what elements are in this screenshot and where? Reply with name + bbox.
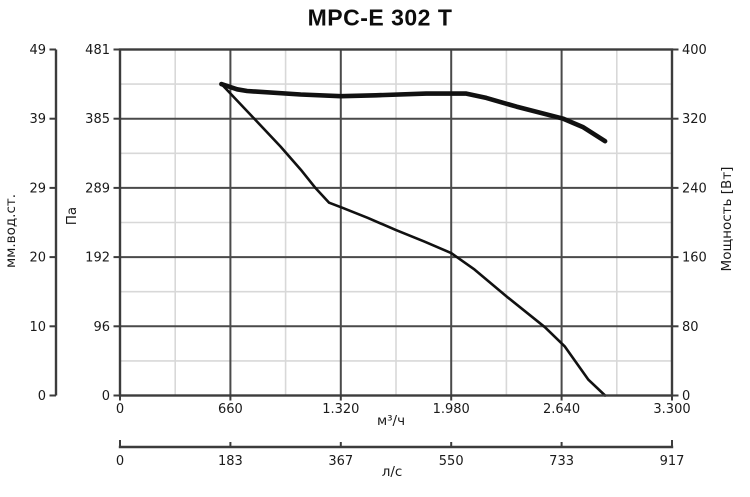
x-tick-labels: 0 660 1.320 1.980 2.640 3.300	[116, 402, 691, 417]
mm-tick-label: 39	[29, 112, 46, 127]
secondary-axis	[118, 440, 674, 449]
x-axis-label-m3h: м³/ч	[376, 413, 406, 429]
power-curve	[219, 81, 608, 144]
mm-tick-label: 49	[29, 43, 46, 58]
x-axis-label-ls: л/с	[381, 464, 403, 480]
x-tick-label: 660	[218, 402, 243, 417]
power-tick-label: 240	[682, 181, 707, 196]
secondary-x-tick-labels: 0 183 367 550 733 917	[116, 454, 685, 469]
x-tick-label: 2.640	[543, 402, 580, 417]
y-axis-label-power: Мощность [Вт]	[719, 166, 735, 272]
power-tick-label: 320	[682, 112, 707, 127]
power-tick-label: 400	[682, 43, 707, 58]
axis-ticks	[49, 48, 679, 401]
x-tick-label: 1.980	[433, 402, 470, 417]
mm-tick-label: 10	[29, 320, 46, 335]
pa-tick-label: 289	[85, 181, 110, 196]
pa-tick-label: 481	[85, 43, 110, 58]
pa-tick-labels: 0 96 192 289 385 481	[85, 43, 110, 404]
pressure-curve	[220, 82, 607, 397]
pa-tick-label: 96	[93, 320, 110, 335]
x-tick-label: 0	[116, 402, 124, 417]
ls-tick-label: 367	[328, 454, 353, 469]
minor-gridlines	[120, 49, 672, 396]
pa-tick-label: 0	[102, 389, 110, 404]
mm-tick-labels: 0 10 20 29 39 49	[29, 43, 46, 404]
pa-tick-label: 385	[85, 112, 110, 127]
y-axis-label-pa: Па	[64, 206, 80, 226]
ls-tick-label: 183	[218, 454, 243, 469]
chart-title: MPC-E 302 T	[307, 4, 453, 31]
pa-tick-label: 192	[85, 251, 110, 266]
power-tick-label: 0	[682, 389, 690, 404]
x-tick-label: 1.320	[322, 402, 359, 417]
y-axis-label-mm-vod-st: мм.вод.ст.	[3, 193, 19, 269]
plot-border	[118, 48, 674, 397]
mm-tick-label: 0	[38, 389, 46, 404]
power-tick-label: 80	[682, 320, 699, 335]
x-tick-label: 3.300	[653, 402, 690, 417]
ls-tick-label: 0	[116, 454, 124, 469]
mm-tick-label: 20	[29, 251, 46, 266]
ls-tick-label: 917	[660, 454, 685, 469]
ls-tick-label: 733	[549, 454, 574, 469]
mm-tick-label: 29	[29, 181, 46, 196]
power-tick-labels: 0 80 160 240 320 400	[682, 43, 707, 404]
ls-tick-label: 550	[439, 454, 464, 469]
power-tick-label: 160	[682, 251, 707, 266]
